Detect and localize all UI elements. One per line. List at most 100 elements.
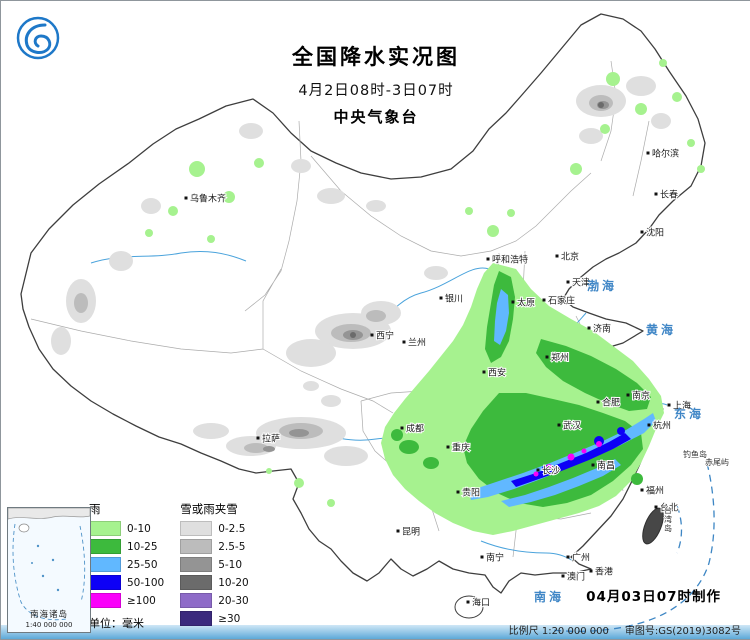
- city-label: 哈尔滨: [652, 148, 679, 160]
- city-兰州: 兰州: [402, 336, 427, 350]
- city-label: 南昌: [597, 460, 615, 472]
- city-广州: 广州: [566, 551, 591, 565]
- city-marker: [446, 445, 450, 449]
- map-approval: 审图号:GS(2019)3082号: [624, 626, 741, 637]
- legend-snow-item: ≥30: [180, 611, 249, 626]
- island-label-台湾岛: 台湾岛: [664, 505, 672, 533]
- city-marker: [511, 300, 515, 304]
- city-marker: [542, 298, 546, 302]
- city-marker: [256, 436, 260, 440]
- city-贵阳: 贵阳: [456, 486, 481, 500]
- legend: 雨 0-10 10-25 25-50 50-100 ≥100 单位：毫米 雪或雨…: [89, 501, 249, 631]
- city-label: 沈阳: [646, 227, 664, 239]
- city-福州: 福州: [640, 484, 665, 498]
- city-合肥: 合肥: [596, 396, 621, 410]
- city-label: 杭州: [653, 420, 671, 432]
- city-label: 南京: [632, 390, 650, 402]
- city-label: 北京: [561, 251, 579, 263]
- city-台北: 台北: [654, 501, 679, 515]
- city-label: 台北: [660, 502, 678, 514]
- city-marker: [456, 490, 460, 494]
- city-label: 长春: [660, 189, 678, 201]
- city-长春: 长春: [654, 188, 679, 202]
- legend-swatch: [180, 593, 213, 608]
- time-range: 4月2日08时-3日07时: [298, 83, 454, 99]
- city-label: 银川: [445, 293, 463, 305]
- made-time: 04月03日07时制作: [586, 589, 721, 605]
- taiwan-island: [642, 507, 664, 545]
- legend-range-label: 10-25: [127, 540, 158, 553]
- legend-rain-item: ≥100: [89, 593, 164, 608]
- legend-range-label: 10-20: [218, 576, 249, 589]
- legend-snow-item: 2.5-5: [180, 539, 249, 554]
- city-label: 乌鲁木齐: [190, 193, 226, 205]
- city-乌鲁木齐: 乌鲁木齐: [184, 192, 227, 206]
- city-银川: 银川: [439, 292, 464, 306]
- legend-swatch: [89, 575, 121, 590]
- legend-range-label: 0-2.5: [218, 522, 246, 535]
- city-marker: [654, 192, 658, 196]
- city-marker: [400, 426, 404, 430]
- city-重庆: 重庆: [446, 441, 471, 455]
- city-label: 重庆: [452, 442, 470, 454]
- island-label-钓鱼岛: 钓鱼岛: [683, 449, 707, 459]
- city-marker: [626, 393, 630, 397]
- map-scale: 比例尺 1:20 000 000: [508, 626, 609, 637]
- city-石家庄: 石家庄: [542, 294, 576, 308]
- city-label: 成都: [406, 423, 424, 435]
- cma-logo: [15, 15, 61, 65]
- legend-snow-item: 10-20: [180, 575, 249, 590]
- map-footline: 比例尺 1:20 000 000 审图号:GS(2019)3082号: [509, 622, 741, 637]
- city-label: 长沙: [542, 465, 560, 477]
- legend-rain-item: 50-100: [89, 575, 164, 590]
- city-marker: [480, 555, 484, 559]
- city-marker: [557, 423, 561, 427]
- legend-snow-item: 5-10: [180, 557, 249, 572]
- city-label: 海口: [472, 597, 490, 609]
- snow-areas: [51, 76, 671, 466]
- city-哈尔滨: 哈尔滨: [646, 147, 680, 161]
- city-marker: [555, 254, 559, 258]
- city-label: 昆明: [402, 527, 420, 538]
- rain-areas: [145, 59, 705, 535]
- legend-range-label: 5-10: [218, 558, 243, 571]
- legend-rain-column: 雨 0-10 10-25 25-50 50-100 ≥100 单位：毫米: [89, 501, 164, 631]
- city-label: 济南: [593, 323, 611, 335]
- city-郑州: 郑州: [545, 351, 570, 365]
- legend-range-label: 20-30: [218, 594, 249, 607]
- inset-map: [7, 507, 91, 621]
- city-label: 西安: [488, 367, 506, 379]
- city-marker: [370, 333, 374, 337]
- legend-swatch: [89, 557, 121, 572]
- city-marker: [566, 555, 570, 559]
- legend-swatch: [180, 539, 213, 554]
- city-marker: [646, 151, 650, 155]
- legend-snow-column: 雪或雨夹雪 0-2.5 2.5-5 5-10 10-20 20-30 ≥30: [180, 501, 249, 631]
- city-济南: 济南: [587, 322, 612, 336]
- nine-dash-line: [552, 462, 715, 632]
- city-marker: [439, 296, 443, 300]
- city-南宁: 南宁: [480, 551, 505, 565]
- cma-logo-icon: [16, 16, 60, 60]
- city-marker: [545, 355, 549, 359]
- city-marker: [482, 370, 486, 374]
- city-marker: [591, 463, 595, 467]
- hainan-island: [454, 595, 484, 619]
- sea-label-东海: 东海: [674, 406, 704, 421]
- legend-swatch: [180, 575, 213, 590]
- legend-range-label: ≥30: [218, 612, 241, 625]
- city-西宁: 西宁: [370, 329, 395, 343]
- city-label: 广州: [572, 552, 590, 564]
- city-南昌: 南昌: [591, 459, 616, 473]
- city-澳门: 澳门: [561, 570, 586, 584]
- city-太原: 太原: [511, 296, 536, 310]
- city-上海: 上海: [667, 399, 692, 413]
- city-呼和浩特: 呼和浩特: [486, 253, 529, 267]
- city-label: 南宁: [486, 552, 504, 564]
- legend-range-label: ≥100: [127, 594, 156, 607]
- city-marker: [561, 574, 565, 578]
- legend-rain-title: 雨: [89, 502, 101, 516]
